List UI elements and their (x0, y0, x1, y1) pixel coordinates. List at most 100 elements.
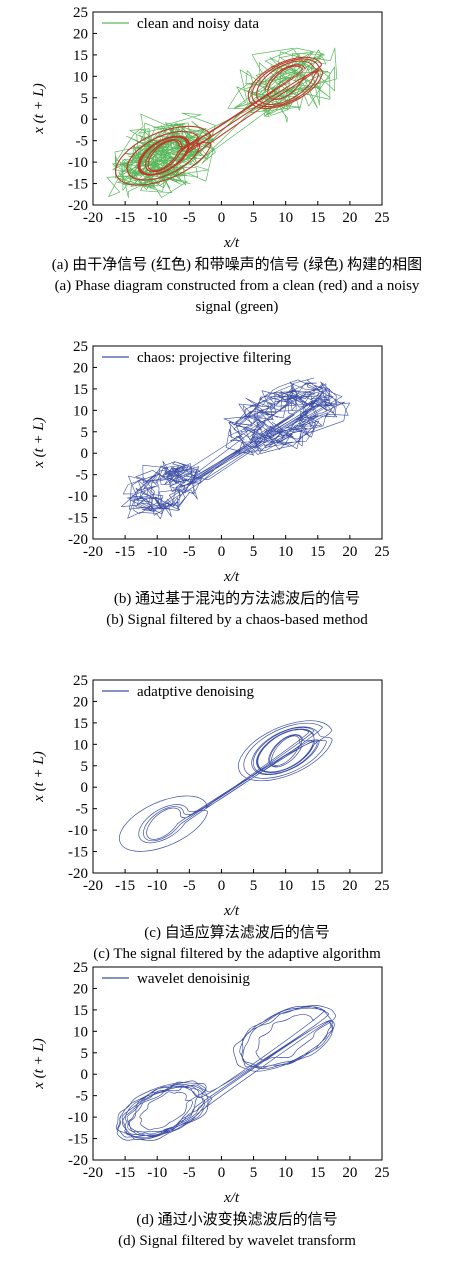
y-axis-label: x (t + L) (31, 417, 47, 469)
plot-area (118, 720, 333, 852)
x-tick-label: 20 (342, 878, 357, 894)
caption-english-line-2: signal (green) (196, 299, 279, 315)
chart-panel-2: -20 -15 -10 -5 0 5 10 15 20 252520151050-5-10-15-… (31, 339, 390, 628)
x-tick-label: 0 (218, 210, 226, 226)
y-tick-label: 15 (73, 1003, 88, 1019)
y-axis-label: x (t + L) (31, 751, 47, 803)
y-tick-label: 20 (73, 981, 88, 997)
y-tick-label: -10 (68, 1110, 88, 1126)
x-tick-label: -15 (115, 210, 135, 226)
x-tick-label: -20 (83, 1165, 103, 1181)
x-tick-label: 25 (375, 878, 390, 894)
x-tick-label: 10 (278, 878, 293, 894)
x-tick-label: 10 (278, 544, 293, 560)
y-tick-label: 0 (81, 1067, 89, 1083)
x-tick-label: 10 (278, 1165, 293, 1181)
series-line (115, 1005, 336, 1141)
x-axis-label: x/t (223, 569, 240, 585)
x-tick-label: 5 (250, 1165, 258, 1181)
y-tick-label: -5 (76, 802, 89, 818)
y-tick-label: 0 (81, 780, 89, 796)
x-tick-label: 20 (342, 210, 357, 226)
y-tick-label: 5 (81, 759, 89, 775)
plot-area (121, 377, 350, 520)
x-tick-label: -10 (147, 544, 167, 560)
y-tick-label: 15 (73, 382, 88, 398)
x-axis-label: x/t (223, 1190, 240, 1206)
y-tick-label: -15 (68, 511, 88, 527)
series-line (121, 377, 350, 520)
x-tick-label: 25 (375, 1165, 390, 1181)
series-line-reference (115, 56, 324, 186)
x-tick-label: 0 (218, 1165, 226, 1181)
chart-panel-4: -20 -15 -10 -5 0 5 10 15 20 252520151050-5-10-15-… (31, 960, 390, 1249)
x-tick-label: 15 (310, 1165, 325, 1181)
legend-label: chaos: projective filtering (137, 350, 292, 366)
x-tick-label: 5 (250, 878, 258, 894)
y-tick-label: -20 (68, 198, 88, 214)
y-tick-label: -20 (68, 866, 88, 882)
x-tick-label: -15 (115, 544, 135, 560)
plot-frame (92, 11, 383, 206)
caption-english: (a) Phase diagram constructed from a cle… (55, 278, 420, 294)
y-tick-label: 15 (73, 716, 88, 732)
y-tick-label: -20 (68, 1153, 88, 1169)
x-tick-label: 5 (250, 544, 258, 560)
x-tick-label: -20 (83, 544, 103, 560)
y-tick-label: 0 (81, 112, 89, 128)
legend-label: wavelet denoisinig (137, 971, 250, 987)
x-tick-label: -5 (183, 878, 196, 894)
x-tick-label: -15 (115, 1165, 135, 1181)
x-tick-label: 15 (310, 544, 325, 560)
x-tick-label: -15 (115, 878, 135, 894)
x-tick-label: -20 (83, 878, 103, 894)
y-tick-label: 20 (73, 360, 88, 376)
y-tick-label: 15 (73, 48, 88, 64)
y-axis-label: x (t + L) (31, 83, 47, 135)
y-tick-label: -15 (68, 1132, 88, 1148)
x-tick-label: -5 (183, 210, 196, 226)
y-tick-label: -15 (68, 845, 88, 861)
legend-label: adatptive denoising (137, 684, 255, 700)
caption-english: (b) Signal filtered by a chaos-based met… (106, 612, 368, 628)
y-tick-label: 25 (73, 5, 88, 21)
y-tick-label: 20 (73, 694, 88, 710)
y-tick-label: 25 (73, 673, 88, 689)
chart-panel-3: -20 -15 -10 -5 0 5 10 15 20 252520151050-5-10-15-… (31, 673, 390, 962)
y-tick-label: -10 (68, 489, 88, 505)
x-tick-label: -20 (83, 210, 103, 226)
legend-label: clean and noisy data (137, 16, 259, 32)
caption-english: (c) The signal filtered by the adaptive … (93, 946, 381, 962)
plot-area (106, 47, 338, 199)
caption-english: (d) Signal filtered by wavelet transform (118, 1233, 356, 1249)
caption-chinese: (d) 通过小波变换滤波后的信号 (136, 1211, 337, 1228)
x-tick-label: 20 (342, 544, 357, 560)
x-axis-label: x/t (223, 235, 240, 251)
y-tick-label: 10 (73, 69, 88, 85)
caption-chinese: (b) 通过基于混沌的方法滤波后的信号 (114, 590, 360, 607)
y-tick-label: -5 (76, 134, 89, 150)
x-tick-label: 5 (250, 210, 258, 226)
series-line (106, 47, 338, 199)
x-tick-label: 0 (218, 544, 226, 560)
x-axis-label: x/t (223, 903, 240, 919)
y-tick-label: -15 (68, 177, 88, 193)
y-tick-label: -20 (68, 532, 88, 548)
y-tick-label: 10 (73, 403, 88, 419)
plot-frame (92, 345, 383, 540)
x-tick-label: 25 (375, 544, 390, 560)
y-tick-label: 5 (81, 425, 89, 441)
y-tick-label: 20 (73, 26, 88, 42)
x-tick-label: -10 (147, 210, 167, 226)
x-tick-label: 20 (342, 1165, 357, 1181)
chart-panel-1: -20 -15 -10 -5 0 5 10 15 20 252520151050-5-10-15-… (31, 5, 422, 315)
y-tick-label: 10 (73, 737, 88, 753)
x-tick-label: -10 (147, 878, 167, 894)
y-tick-label: -5 (76, 1089, 89, 1105)
caption-chinese: (c) 自适应算法滤波后的信号 (144, 923, 329, 941)
y-tick-label: 5 (81, 1046, 89, 1062)
x-tick-label: 15 (310, 210, 325, 226)
x-tick-label: 0 (218, 878, 226, 894)
y-tick-label: 25 (73, 960, 88, 976)
